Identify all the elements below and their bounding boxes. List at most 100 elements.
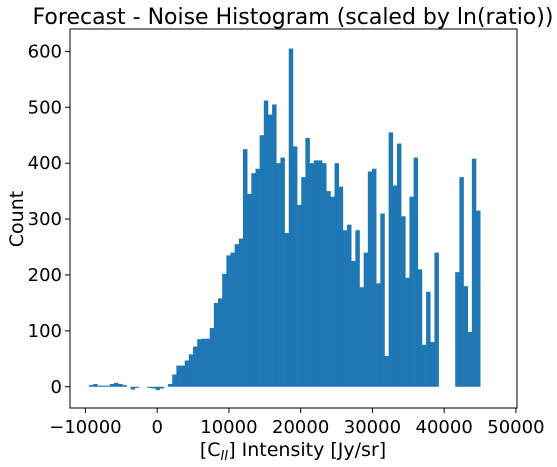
histogram-bar	[355, 230, 360, 387]
histogram-bar	[455, 272, 460, 387]
histogram-bar	[230, 252, 235, 387]
histogram-bar	[238, 238, 244, 387]
x-tick-label: 0	[151, 417, 162, 438]
x-tick-label: 30000	[344, 417, 401, 438]
histogram-bar	[288, 48, 294, 387]
histogram-bar	[213, 302, 219, 387]
histogram-bar	[147, 386, 152, 388]
histogram-bar	[413, 157, 419, 387]
histogram-bar	[97, 385, 102, 387]
histogram-bar	[401, 216, 406, 387]
histogram-bar	[434, 252, 439, 387]
histogram-bar	[313, 160, 319, 387]
histogram-bar	[351, 260, 356, 387]
histogram-bar	[276, 163, 281, 387]
histogram-bar	[172, 374, 177, 387]
x-tick-label: −10000	[49, 417, 121, 438]
histogram-bar	[247, 193, 252, 387]
histogram-bar	[371, 168, 377, 387]
bars-group	[89, 48, 481, 391]
histogram-bar	[122, 385, 127, 387]
histogram-bar	[193, 346, 198, 387]
histogram-bar	[209, 328, 215, 387]
x-axis: −10000 0 10000 20000 30000 40000 50000	[49, 408, 545, 438]
x-tick-label: 10000	[200, 417, 257, 438]
histogram-bar	[417, 269, 423, 387]
histogram-bar	[347, 224, 352, 387]
histogram-bar	[226, 255, 231, 387]
histogram-bar	[222, 273, 227, 387]
histogram-bar	[272, 104, 277, 387]
histogram-bar	[101, 385, 106, 387]
histogram-bar	[301, 177, 306, 387]
y-tick-label: 0	[51, 377, 62, 398]
histogram-bar	[326, 191, 331, 387]
histogram-bar	[263, 100, 269, 387]
histogram-bar	[392, 185, 398, 387]
histogram-bar	[463, 286, 469, 387]
histogram-bar	[184, 360, 190, 387]
histogram-bar	[421, 344, 427, 387]
histogram-bar	[93, 383, 98, 387]
y-axis: 0 100 200 300 400 500 600	[28, 41, 70, 398]
histogram-bar	[105, 385, 111, 387]
x-axis-label: [CII] Intensity [Jy/sr]	[200, 439, 386, 464]
histogram-bar	[176, 365, 181, 387]
histogram-bar	[242, 149, 248, 387]
histogram-bar	[330, 196, 335, 387]
histogram-bar	[155, 386, 161, 391]
histogram-bar	[359, 287, 364, 387]
histogram-bar	[426, 291, 431, 387]
histogram-bar	[251, 173, 256, 387]
histogram-bar	[297, 205, 302, 387]
histogram-bar	[109, 383, 115, 387]
histogram-bar	[205, 338, 210, 387]
histogram-bar	[476, 210, 481, 387]
histogram-bar	[267, 114, 273, 387]
chart-title: Forecast - Noise Histogram (scaled by ln…	[33, 5, 554, 30]
histogram-bar	[134, 386, 140, 388]
histogram-bar	[113, 382, 119, 387]
histogram-bar	[151, 386, 156, 389]
histogram-bar	[255, 168, 260, 387]
histogram-bar	[459, 177, 464, 387]
y-tick-label: 500	[28, 97, 62, 118]
histogram-bar	[188, 354, 194, 387]
histogram-bar	[388, 132, 394, 387]
histogram-bar	[292, 146, 298, 387]
y-tick-label: 400	[28, 153, 62, 174]
histogram-bar	[367, 171, 373, 387]
histogram-bar	[409, 196, 414, 387]
histogram-bar	[396, 143, 402, 387]
histogram-bar	[471, 158, 477, 387]
histogram-bar	[338, 186, 344, 387]
histogram-bar	[234, 244, 240, 387]
x-tick-label: 40000	[416, 417, 473, 438]
histogram-bar	[130, 386, 136, 390]
histogram-bar	[430, 342, 435, 387]
histogram-bar	[284, 233, 290, 387]
histogram-bar	[280, 157, 285, 387]
histogram-bar	[322, 163, 327, 387]
histogram-bar	[317, 160, 323, 387]
histogram-bar	[467, 331, 473, 387]
histogram-bar	[259, 135, 265, 387]
histogram-bar	[197, 339, 202, 387]
histogram-bar	[309, 163, 315, 387]
histogram-bar	[363, 252, 369, 387]
y-tick-label: 300	[28, 209, 62, 230]
histogram-bar	[376, 283, 381, 387]
histogram-bar	[159, 386, 165, 389]
histogram-bar	[384, 356, 389, 387]
x-tick-label: 50000	[487, 417, 544, 438]
histogram-bar	[201, 338, 206, 387]
histogram-bar	[180, 365, 186, 387]
y-axis-label: Count	[6, 191, 28, 247]
x-tick-label: 20000	[272, 417, 329, 438]
y-tick-label: 100	[28, 321, 62, 342]
histogram-bar	[89, 385, 94, 387]
histogram-bar	[168, 383, 173, 387]
histogram-bar	[334, 163, 339, 387]
histogram-bar	[380, 213, 385, 387]
